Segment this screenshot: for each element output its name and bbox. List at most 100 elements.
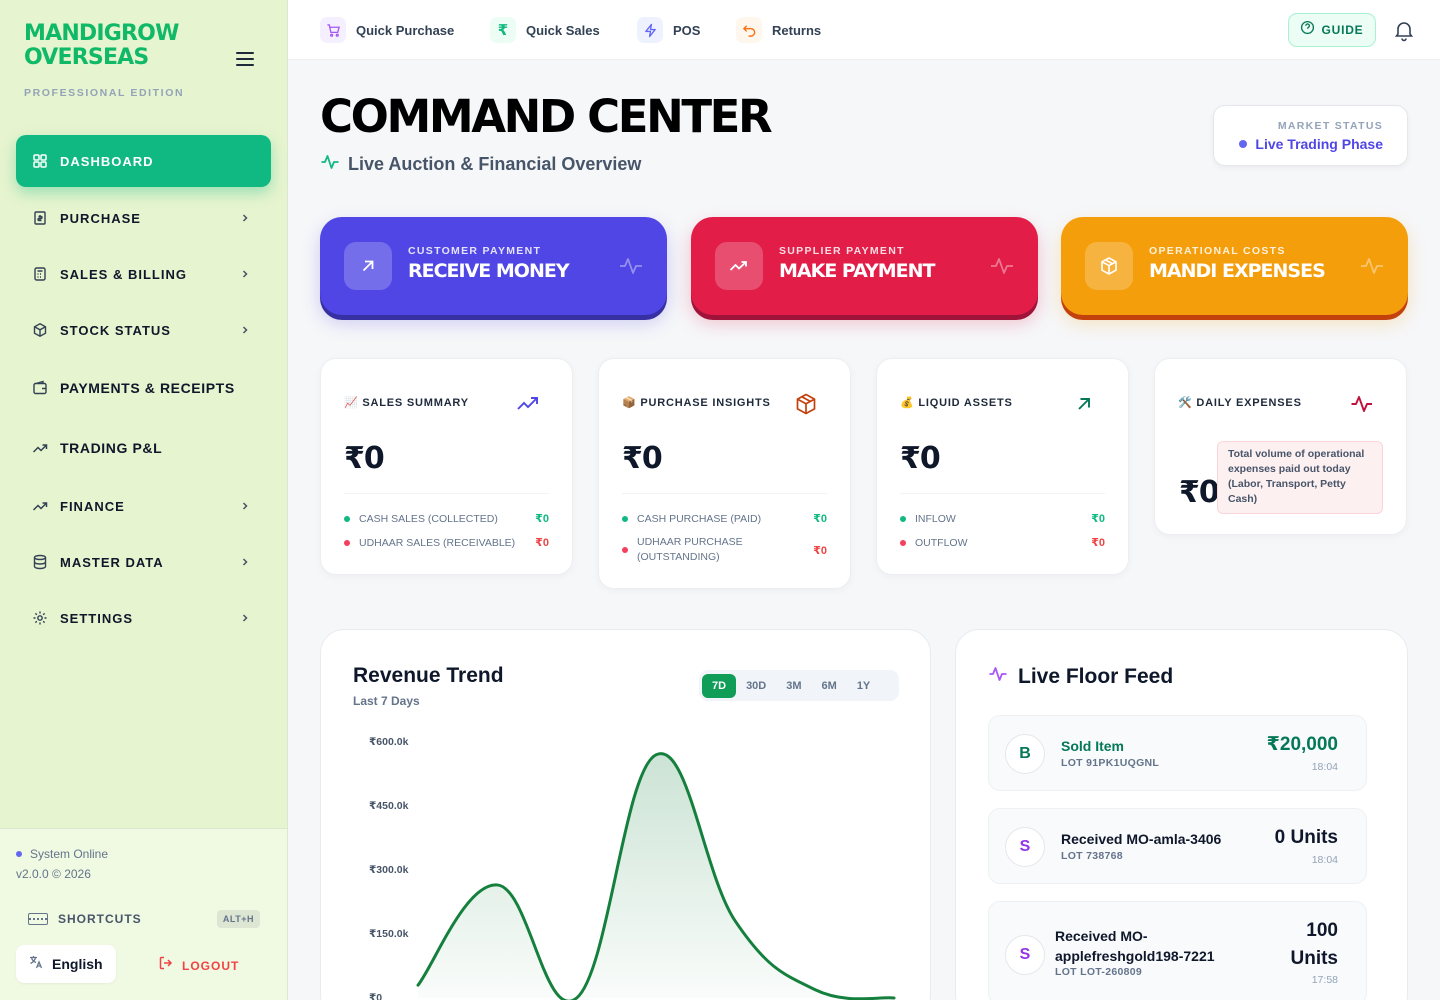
arrow-up-right-icon <box>344 242 392 290</box>
language-switcher[interactable]: English <box>16 945 116 983</box>
sidebar-item-settings[interactable]: SETTINGS <box>16 592 271 644</box>
range-3m-button[interactable]: 3M <box>786 679 802 692</box>
feed-item[interactable]: S Received MO- applefreshgold198-7221 LO… <box>988 901 1367 1000</box>
grid-icon <box>32 153 48 169</box>
sidebar-item-dashboard[interactable]: DASHBOARD <box>16 135 271 187</box>
stat-row-label: OUTFLOW <box>915 536 968 549</box>
feed-item-lot: LOT 738768 <box>1061 850 1123 862</box>
logout-button[interactable]: LOGOUT <box>158 955 239 976</box>
box-icon <box>32 322 48 338</box>
range-selector: 7D 30D 3M 6M 1Y <box>699 670 899 701</box>
feed-item-time: 18:04 <box>1311 854 1338 866</box>
stat-row-label: UDHAAR SALES (RECEIVABLE) <box>359 536 516 549</box>
sidebar-item-label: PAYMENTS & RECEIPTS <box>60 380 235 396</box>
range-1y-button[interactable]: 1Y <box>856 679 871 692</box>
sidebar-item-sales-billing[interactable]: SALES & BILLING <box>16 248 271 300</box>
purchase-insights-card[interactable]: 📦 PURCHASE INSIGHTS ₹0 CASH PURCHASE (PA… <box>598 358 851 589</box>
feed-item-amount: ₹20,000 <box>1266 734 1338 755</box>
sales-summary-card[interactable]: 📈 SALES SUMMARY ₹0 CASH SALES (COLLECTED… <box>320 358 573 575</box>
stat-row-value: ₹0 <box>535 537 549 549</box>
gear-icon <box>32 610 48 626</box>
keyboard-icon <box>28 913 48 925</box>
sidebar-item-finance[interactable]: FINANCE <box>16 480 271 532</box>
feed-item-amount: 0 Units <box>1274 827 1338 848</box>
avatar: S <box>1005 935 1045 975</box>
stat-row-value: ₹0 <box>813 513 827 525</box>
sidebar-item-trading-pl[interactable]: TRADING P&L <box>16 422 271 474</box>
avatar: S <box>1005 827 1045 867</box>
sidebar-item-payments-receipts[interactable]: PAYMENTS & RECEIPTS <box>16 362 271 414</box>
system-status: System Online <box>16 847 108 861</box>
action-title: MAKE PAYMENT <box>779 260 936 282</box>
system-status-label: System Online <box>30 847 109 861</box>
quick-purchase-button[interactable]: Quick Purchase <box>320 16 454 44</box>
receive-money-button[interactable]: CUSTOMER PAYMENT RECEIVE MONEY <box>320 217 667 315</box>
stat-title: 📈 SALES SUMMARY <box>344 397 469 409</box>
y-tick-label: ₹150.0k <box>369 928 409 940</box>
market-status-card: MARKET STATUS Live Trading Phase <box>1213 105 1408 166</box>
brand-name-line2: OVERSEAS <box>24 45 149 70</box>
brand-edition: PROFESSIONAL EDITION <box>24 87 185 99</box>
quick-sales-button[interactable]: ₹ Quick Sales <box>490 16 600 44</box>
page-subtitle-label: Live Auction & Financial Overview <box>348 154 642 174</box>
stat-row-label: UDHAAR PURCHASE (OUTSTANDING) <box>637 535 743 565</box>
page-subtitle: Live Auction & Financial Overview <box>320 152 641 177</box>
feed-item-time: 18:04 <box>1311 761 1338 773</box>
range-30d-button[interactable]: 30D <box>746 679 767 692</box>
feed-item[interactable]: B Sold Item LOT 91PK1UQGNL ₹20,000 18:04 <box>988 715 1367 791</box>
range-7d-button[interactable]: 7D <box>702 673 737 698</box>
shortcuts-button[interactable]: SHORTCUTS ALT+H <box>28 909 260 929</box>
stat-row-label: CASH SALES (COLLECTED) <box>359 512 498 525</box>
action-title: RECEIVE MONEY <box>408 260 570 282</box>
status-dot <box>900 515 906 522</box>
stat-row-value: ₹0 <box>1091 537 1105 549</box>
page-title: COMMAND CENTER <box>320 90 773 143</box>
revenue-area <box>418 753 894 1000</box>
status-dot <box>900 539 906 546</box>
status-dot <box>1239 140 1248 148</box>
action-kicker: OPERATIONAL COSTS <box>1149 245 1286 257</box>
feed-item-name-line1: Received MO- <box>1055 928 1148 944</box>
guide-button[interactable]: GUIDE <box>1288 13 1376 47</box>
calculator-icon <box>32 266 48 282</box>
market-status-value: Live Trading Phase <box>1239 136 1383 152</box>
make-payment-button[interactable]: SUPPLIER PAYMENT MAKE PAYMENT <box>691 217 1038 315</box>
liquid-assets-card[interactable]: 💰 LIQUID ASSETS ₹0 INFLOW ₹0 OUTFLOW ₹0 <box>876 358 1129 575</box>
panel-title: Live Floor Feed <box>1018 664 1174 688</box>
feed-item-amount-line1: 100 <box>1306 920 1338 941</box>
quick-action-label: POS <box>673 22 701 38</box>
stat-row-label: CASH PURCHASE (PAID) <box>637 512 762 525</box>
status-dot <box>344 539 350 546</box>
daily-expenses-card[interactable]: 🛠️ DAILY EXPENSES ₹0 Total volume of ope… <box>1154 358 1407 535</box>
sidebar-item-stock-status[interactable]: STOCK STATUS <box>16 304 271 356</box>
stat-row-label-line2: (OUTSTANDING) <box>637 551 720 563</box>
pulse-icon <box>1360 254 1384 283</box>
menu-toggle-icon[interactable] <box>236 52 254 66</box>
revenue-line <box>416 752 896 1000</box>
sidebar-item-master-data[interactable]: MASTER DATA <box>16 536 271 588</box>
top-bar: Quick Purchase ₹ Quick Sales POS Returns… <box>288 0 1440 60</box>
sidebar-item-label: SALES & BILLING <box>60 266 187 282</box>
range-6m-button[interactable]: 6M <box>821 679 837 692</box>
guide-label: GUIDE <box>1321 23 1364 37</box>
bell-icon[interactable] <box>1392 18 1416 42</box>
stat-row-value: ₹0 <box>1091 513 1105 525</box>
feed-item-name: Received MO-amla-3406 <box>1061 831 1222 847</box>
market-status-label: MARKET STATUS <box>1277 120 1383 132</box>
feed-item[interactable]: S Received MO-amla-3406 LOT 738768 0 Uni… <box>988 808 1367 884</box>
stat-row: CASH PURCHASE (PAID) ₹0 <box>622 512 827 525</box>
brand-name-line1: MANDIGROW <box>24 21 179 46</box>
sidebar-item-label: PURCHASE <box>60 210 141 226</box>
mandi-expenses-button[interactable]: OPERATIONAL COSTS MANDI EXPENSES <box>1061 217 1408 315</box>
status-dot <box>622 515 628 522</box>
market-status-text: Live Trading Phase <box>1255 136 1383 152</box>
sidebar-item-purchase[interactable]: PURCHASE <box>16 192 271 244</box>
returns-button[interactable]: Returns <box>736 16 821 44</box>
pos-button[interactable]: POS <box>637 16 700 44</box>
revenue-chart <box>416 752 896 1000</box>
feed-item-lot: LOT LOT-260809 <box>1055 966 1143 978</box>
y-tick-label: ₹600.0k <box>369 736 409 748</box>
stat-title: 📦 PURCHASE INSIGHTS <box>622 397 771 409</box>
chevron-right-icon <box>237 554 253 570</box>
feed-item-name: Sold Item <box>1061 738 1125 754</box>
